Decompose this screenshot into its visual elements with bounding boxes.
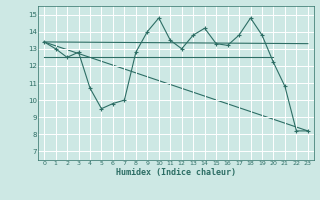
X-axis label: Humidex (Indice chaleur): Humidex (Indice chaleur)	[116, 168, 236, 177]
